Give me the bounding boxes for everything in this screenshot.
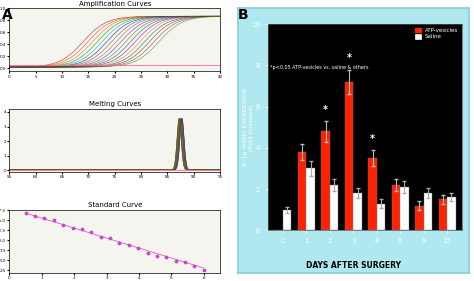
Point [69, 226, 76, 230]
Bar [400, 187, 409, 230]
Text: *: * [346, 53, 352, 64]
Bar [368, 158, 377, 230]
Text: *p<0.05 ATP-vesicles vs. saline & others: *p<0.05 ATP-vesicles vs. saline & others [270, 65, 368, 71]
Point [191, 264, 198, 268]
Bar [392, 185, 400, 230]
Point [172, 258, 180, 263]
Point [181, 260, 189, 264]
Bar [377, 203, 385, 230]
Y-axis label: IL-1p mRNA EXPRESSION
(Fold Increase): IL-1p mRNA EXPRESSION (Fold Increase) [243, 88, 254, 166]
Point [59, 223, 67, 227]
Point [78, 226, 86, 231]
Bar [298, 152, 307, 230]
Bar [307, 169, 315, 230]
Point [50, 218, 58, 222]
Point [135, 245, 142, 250]
Point [153, 253, 161, 258]
Bar [353, 193, 362, 230]
Point [41, 216, 48, 220]
Point [163, 255, 170, 259]
Bar [345, 82, 353, 230]
Point [200, 268, 208, 272]
Text: B: B [237, 8, 248, 22]
Legend: ATP-vesicles, Saline: ATP-vesicles, Saline [414, 27, 459, 40]
Title: Melting Curves: Melting Curves [89, 101, 141, 107]
Point [88, 230, 95, 235]
Point [22, 210, 29, 215]
Point [144, 251, 151, 255]
Title: Amplification Curves: Amplification Curves [79, 1, 151, 7]
Bar [424, 193, 432, 230]
Bar [447, 197, 456, 230]
Bar [415, 206, 424, 230]
Bar [330, 185, 338, 230]
Title: Standard Curve: Standard Curve [88, 202, 142, 208]
Bar [283, 210, 292, 230]
Text: A: A [2, 8, 13, 22]
Point [125, 243, 133, 248]
Bar [438, 200, 447, 230]
Point [106, 236, 114, 241]
Bar [321, 132, 330, 230]
Text: *: * [323, 105, 328, 115]
Point [116, 240, 123, 245]
Text: *: * [370, 134, 375, 144]
Point [31, 214, 39, 218]
Text: DAYS AFTER SURGERY: DAYS AFTER SURGERY [306, 261, 401, 270]
Point [97, 235, 104, 239]
